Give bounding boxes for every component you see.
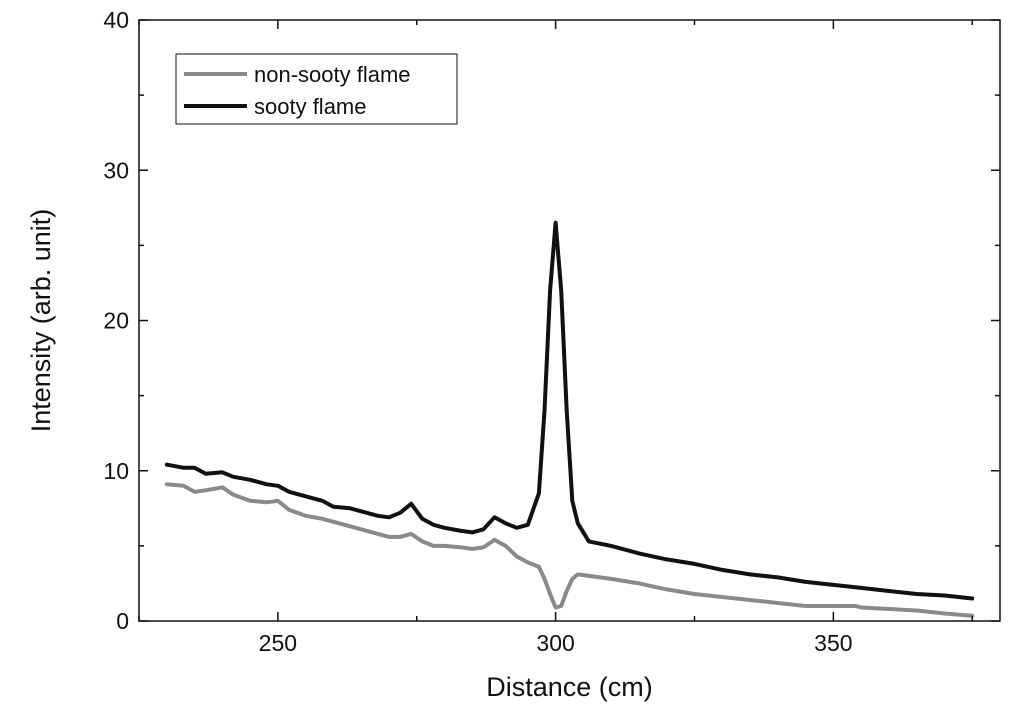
series-layer bbox=[164, 220, 975, 618]
y-tick-label: 40 bbox=[103, 7, 129, 33]
legend: non-sooty flame sooty flame bbox=[175, 53, 458, 125]
x-tick-label: 250 bbox=[259, 630, 297, 656]
y-tick-label: 0 bbox=[116, 608, 129, 634]
y-tick-label: 10 bbox=[103, 458, 129, 484]
y-axis-title: Intensity (arb. unit) bbox=[26, 209, 56, 433]
axis-ticks: 250 300 350 0 10 20 30 40 bbox=[103, 7, 1000, 656]
legend-box bbox=[175, 53, 458, 125]
y-tick-label: 30 bbox=[103, 157, 129, 183]
legend-label-non-sooty: non-sooty flame bbox=[254, 62, 411, 87]
series-line-non-sooty-flame bbox=[164, 482, 975, 618]
series-line-sooty-flame bbox=[164, 220, 975, 601]
x-tick-label: 350 bbox=[814, 630, 852, 656]
y-tick-label: 20 bbox=[103, 308, 129, 334]
x-tick-label: 300 bbox=[536, 630, 574, 656]
legend-label-sooty: sooty flame bbox=[254, 94, 367, 119]
x-axis-title: Distance (cm) bbox=[486, 672, 653, 702]
